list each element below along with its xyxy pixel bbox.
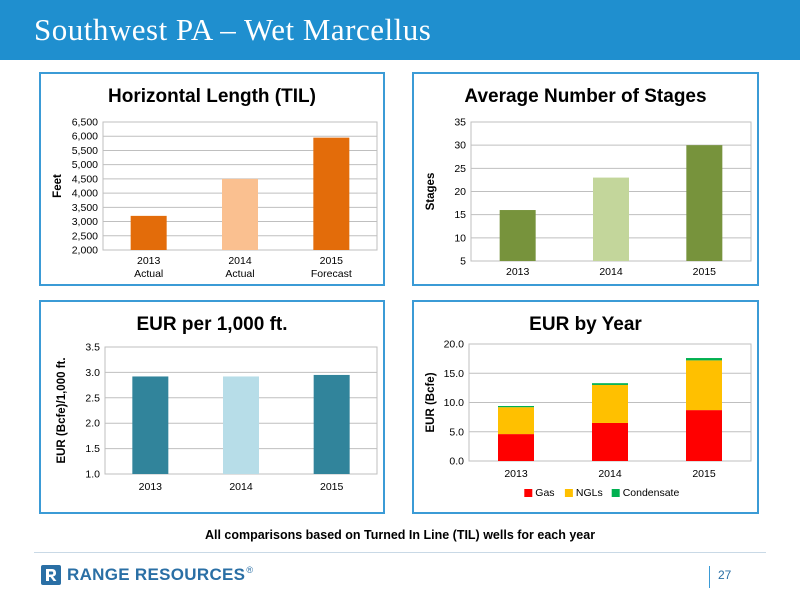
panel-eur-per-1000: EUR per 1,000 ft. 1.0 1.5 2.0 2.5 3.0 3.5 EUR …	[39, 300, 385, 514]
y-tick-label: 4,500	[72, 173, 98, 185]
legend-swatch-ngls	[564, 489, 573, 497]
y-tick-label: 10.0	[444, 397, 465, 409]
legend-label-ngls: NGLs	[576, 487, 603, 499]
brand-name: RANGE RESOURCES	[67, 565, 246, 584]
bar-ngls-2013	[498, 407, 534, 435]
y-tick-label: 25	[454, 163, 466, 175]
y-tick-label: 10	[454, 232, 466, 244]
x-tick-sublabel: Actual	[134, 268, 163, 280]
bar-2013	[130, 215, 167, 250]
footer-divider	[34, 552, 766, 553]
bar-2013	[499, 210, 536, 261]
y-tick-label: 6,000	[72, 131, 98, 143]
y-tick-label: 4,000	[72, 188, 98, 200]
bar-condensate-2015	[686, 358, 722, 361]
bar-condensate-2013	[498, 406, 534, 408]
y-axis-label: Feet	[52, 174, 64, 198]
bar-gas-2015	[686, 410, 722, 461]
bar-2014	[593, 177, 629, 261]
y-tick-label: 15.0	[444, 368, 465, 380]
y-tick-label: 5,500	[72, 145, 98, 157]
x-tick-label: 2014	[598, 468, 622, 480]
page-number-separator	[709, 566, 710, 588]
y-axis-label: EUR (Bcfe)	[425, 372, 437, 432]
y-tick-label: 35	[454, 117, 466, 129]
panel-horizontal-length: Horizontal Length (TIL) 2,000 2,500 3,000 3…	[39, 72, 385, 286]
registered-mark: ®	[246, 565, 253, 575]
x-tick-label: 2015	[320, 255, 344, 267]
chart-title-average-stages: Average Number of Stages	[464, 86, 707, 107]
x-tick-label: 2013	[506, 266, 530, 278]
bar-ngls-2015	[686, 360, 722, 411]
x-tick-label: 2014	[228, 255, 252, 267]
footnote: All comparisons based on Turned In Line …	[204, 528, 596, 542]
y-tick-label: 3.5	[85, 342, 100, 354]
chart-average-stages: 5 10 15 20 25 30 35 Stages 2013 2014 2015	[425, 117, 752, 278]
bar-2014	[222, 178, 258, 250]
y-tick-label: 3,000	[72, 216, 98, 228]
bar-2015	[313, 137, 350, 250]
y-tick-label: 5,000	[72, 159, 98, 171]
x-tick-label: 2015	[692, 468, 716, 480]
y-tick-label: 2.5	[85, 392, 100, 404]
panel-average-stages: Average Number of Stages 5 10 15 20 25 30 35 St…	[412, 72, 759, 286]
legend-swatch-condensate	[611, 489, 620, 497]
chart-title-eur-by-year: EUR by Year	[529, 314, 642, 335]
x-tick-label: 2015	[320, 481, 344, 493]
range-resources-logo-icon	[41, 565, 61, 585]
page-number: 27	[718, 568, 732, 582]
legend-swatch-gas	[524, 489, 533, 497]
y-tick-label: 0.0	[449, 456, 464, 468]
chart-eur-by-year: 0.0 5.0 10.0 15.0 20.0 EUR (Bcfe) 2013 2014 2015…	[425, 339, 752, 499]
chart-horizontal-length: 2,000 2,500 3,000 3,500 4,000 4,500 5,000 5,500…	[52, 117, 378, 280]
slide-title: Southwest PA – Wet Marcellus	[34, 12, 432, 47]
y-tick-label: 1.0	[85, 469, 100, 481]
y-tick-label: 1.5	[85, 443, 100, 455]
legend-label-gas: Gas	[535, 487, 554, 499]
x-tick-label: 2014	[229, 481, 253, 493]
bar-gas-2013	[498, 434, 534, 461]
y-tick-label: 5.0	[449, 426, 464, 438]
chart-eur-per-1000: 1.0 1.5 2.0 2.5 3.0 3.5 EUR (Bcfe)/1,000 ft. 20…	[56, 342, 378, 493]
company-logo: RANGE RESOURCES ®	[40, 563, 253, 587]
header-bar: Southwest PA – Wet Marcellus	[0, 0, 800, 60]
y-tick-label: 20	[454, 186, 466, 198]
y-axis-label: EUR (Bcfe)/1,000 ft.	[56, 357, 68, 463]
y-tick-label: 3.0	[85, 367, 100, 379]
x-tick-sublabel: Actual	[225, 268, 254, 280]
x-tick-label: 2014	[599, 266, 623, 278]
bar-2014	[223, 376, 259, 474]
y-tick-label: 2.0	[85, 418, 100, 430]
bar-2013	[132, 376, 169, 474]
x-tick-sublabel: Forecast	[311, 268, 352, 280]
y-tick-label: 2,000	[72, 245, 98, 257]
x-tick-label: 2013	[504, 468, 528, 480]
y-tick-label: 3,500	[72, 202, 98, 214]
y-tick-label: 2,500	[72, 230, 98, 242]
bar-gas-2014	[592, 422, 628, 461]
x-tick-label: 2013	[139, 481, 163, 493]
bar-2015	[686, 145, 723, 261]
y-tick-label: 6,500	[72, 117, 98, 129]
panel-eur-by-year: EUR by Year 0.0 5.0 10.0 15.0 20.0 EUR (Bcfe)…	[412, 300, 759, 514]
y-tick-label: 5	[460, 256, 466, 268]
x-tick-label: 2013	[137, 255, 161, 267]
bar-ngls-2014	[592, 384, 628, 423]
chart-title-horizontal-length: Horizontal Length (TIL)	[108, 86, 316, 107]
bar-condensate-2014	[592, 383, 628, 385]
legend-label-condensate: Condensate	[623, 487, 680, 499]
y-tick-label: 15	[454, 209, 466, 221]
chart-title-eur-per-1000: EUR per 1,000 ft.	[136, 314, 288, 335]
x-tick-label: 2015	[693, 266, 717, 278]
y-axis-label: Stages	[425, 173, 437, 211]
y-tick-label: 20.0	[444, 339, 465, 351]
bar-2015	[313, 374, 350, 474]
y-tick-label: 30	[454, 140, 466, 152]
